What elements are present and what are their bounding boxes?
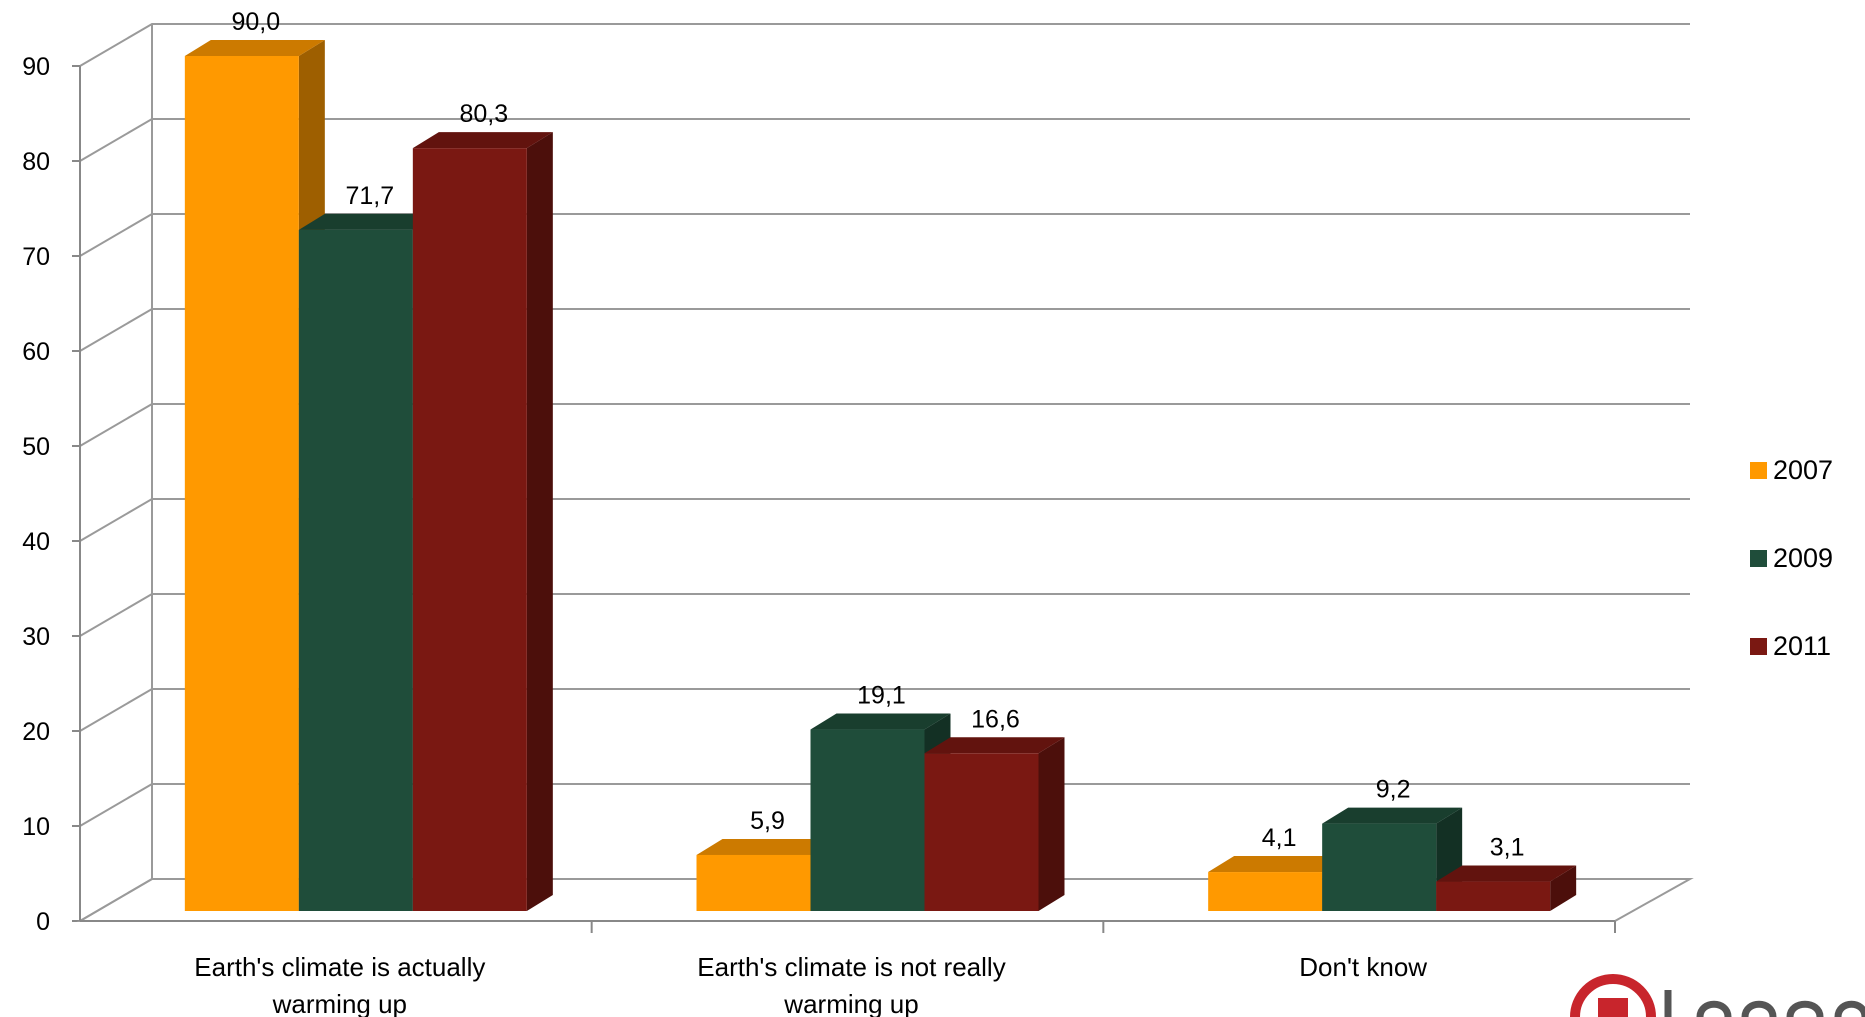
legend-swatch-2011 bbox=[1750, 638, 1767, 655]
bar-front bbox=[184, 56, 299, 911]
bar-2011 bbox=[924, 737, 1065, 911]
bar-top bbox=[924, 737, 1065, 754]
bar-top bbox=[810, 713, 951, 730]
bar-front bbox=[810, 729, 925, 911]
bar-side bbox=[1550, 865, 1577, 911]
bar-2011 bbox=[1436, 865, 1577, 911]
logo-mark-center bbox=[1598, 998, 1628, 1017]
data-label: 3,1 bbox=[1490, 834, 1525, 862]
logo-wordmark bbox=[1664, 990, 1865, 1017]
bar-side bbox=[526, 132, 553, 911]
bar-front bbox=[1436, 881, 1551, 911]
legend: 2007 2009 2011 bbox=[1750, 455, 1833, 661]
data-label: 19,1 bbox=[857, 682, 906, 710]
bar-top bbox=[412, 132, 553, 149]
bar-top bbox=[298, 213, 439, 230]
x-tick-label: Don't know bbox=[1299, 952, 1427, 982]
data-label: 5,9 bbox=[750, 807, 785, 835]
y-tick-label: 20 bbox=[22, 718, 50, 746]
data-label: 9,2 bbox=[1376, 776, 1411, 804]
legend-label-2009: 2009 bbox=[1773, 543, 1833, 573]
legend-swatch-2009 bbox=[1750, 550, 1767, 567]
data-label: 90,0 bbox=[231, 8, 280, 36]
bar-2009 bbox=[1322, 807, 1463, 911]
bar-top bbox=[1208, 856, 1349, 873]
data-label: 80,3 bbox=[459, 100, 508, 128]
bar-front bbox=[298, 229, 413, 912]
y-tick-label: 10 bbox=[22, 813, 50, 841]
y-tick-label: 80 bbox=[22, 148, 50, 176]
data-labels: 90,0 71,7 80,3 5,9 19,1 16,6 4,1 9,2 3,1 bbox=[231, 8, 1524, 862]
data-label: 16,6 bbox=[971, 705, 1020, 733]
y-tick-label: 50 bbox=[22, 433, 50, 461]
y-tick-label: 40 bbox=[22, 528, 50, 556]
bar-front bbox=[1208, 872, 1323, 911]
axes: 0 10 20 30 40 50 60 70 80 90 Earth's climate is ac… bbox=[22, 24, 1694, 1017]
data-label: 4,1 bbox=[1262, 824, 1297, 852]
bar-front bbox=[924, 753, 1039, 911]
data-label: 71,7 bbox=[345, 182, 394, 210]
y-tick-label: 70 bbox=[22, 243, 50, 271]
legend-label-2011: 2011 bbox=[1773, 631, 1831, 661]
bar-top bbox=[696, 838, 837, 855]
y-tick-label: 60 bbox=[22, 338, 50, 366]
bar-front bbox=[696, 854, 811, 911]
bar-2011 bbox=[412, 132, 553, 911]
bar-top bbox=[184, 40, 325, 56]
bar-front bbox=[412, 148, 527, 911]
x-tick-label: Earth's climate is not really bbox=[697, 952, 1005, 982]
x-tick-label: Earth's climate is actually bbox=[194, 952, 485, 982]
brand-logo bbox=[1570, 973, 1865, 1017]
bar-top bbox=[1436, 865, 1577, 882]
y-tick-label: 0 bbox=[36, 908, 50, 936]
y-tick-label: 30 bbox=[22, 623, 50, 651]
bar-top bbox=[1322, 807, 1463, 824]
x-tick-label: warming up bbox=[272, 989, 407, 1017]
legend-swatch-2007 bbox=[1750, 462, 1767, 479]
y-tick-label: 90 bbox=[22, 53, 50, 81]
bar-side bbox=[1038, 737, 1065, 911]
legend-label-2007: 2007 bbox=[1773, 455, 1833, 485]
bars bbox=[184, 40, 1577, 912]
logo-mark bbox=[1570, 973, 1656, 1017]
x-tick-label: warming up bbox=[783, 989, 918, 1017]
bar-front bbox=[1322, 823, 1437, 911]
